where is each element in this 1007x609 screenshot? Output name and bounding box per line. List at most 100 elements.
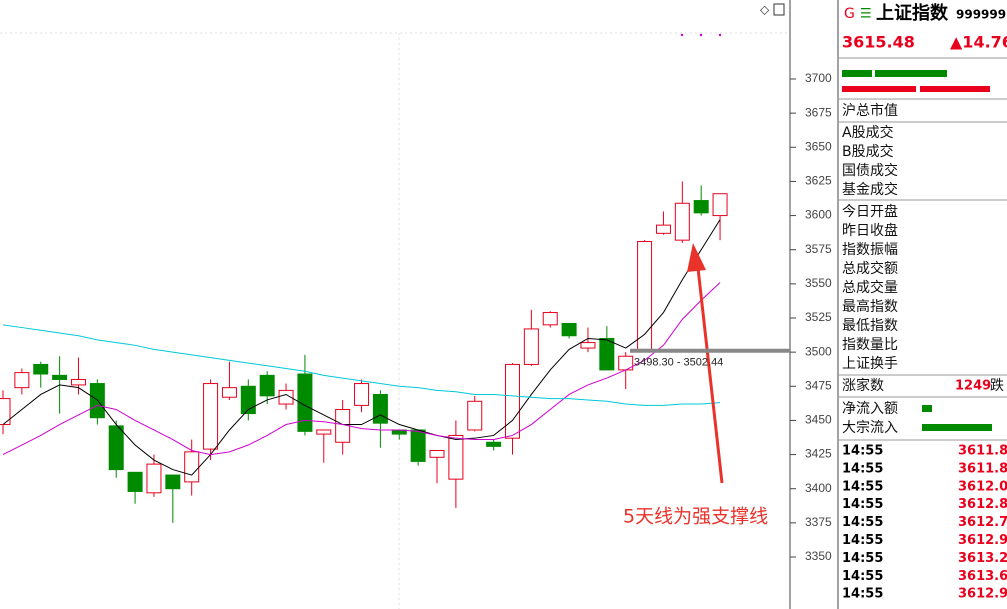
candle-body xyxy=(127,471,143,492)
y-tick-label: 3425 xyxy=(805,447,832,461)
field-label: B股成交 xyxy=(842,143,894,160)
candle-body xyxy=(599,337,615,371)
field-label: 最高指数 xyxy=(842,298,898,315)
candle-body xyxy=(240,385,256,415)
field-label: 指数振幅 xyxy=(842,242,898,258)
y-tick-label: 3675 xyxy=(805,105,832,119)
arrow-head xyxy=(687,243,706,272)
advance-suffix: 跌 xyxy=(990,378,1004,394)
trade-time: 14:55 xyxy=(842,444,883,459)
candle-body xyxy=(693,200,709,214)
bar-indicator xyxy=(875,70,947,77)
candle-body xyxy=(297,373,313,432)
candle-body xyxy=(561,322,577,337)
trade-time: 14:55 xyxy=(842,515,883,530)
advance-value: 1249 xyxy=(955,379,991,394)
flow-bar xyxy=(922,405,932,412)
candle-body xyxy=(655,224,671,234)
candle-body xyxy=(221,387,237,398)
y-tick-label: 3375 xyxy=(805,515,832,529)
candle-body xyxy=(372,393,388,424)
y-tick-label: 3500 xyxy=(805,344,832,358)
y-tick-label: 3450 xyxy=(805,413,832,427)
trade-price: 3613.69 xyxy=(958,569,1007,584)
candle-body xyxy=(486,441,502,447)
candle-body xyxy=(184,451,200,483)
field-label: 昨日收盘 xyxy=(842,222,898,239)
candle-body xyxy=(278,389,294,405)
trade-price: 3612.02 xyxy=(958,479,1007,494)
field-label: 最低指数 xyxy=(842,318,898,334)
trade-price: 3612.92 xyxy=(958,533,1007,548)
trade-price: 3611.85 xyxy=(958,444,1007,459)
trade-price: 3611.86 xyxy=(958,461,1007,476)
candle-body xyxy=(637,241,653,350)
dots xyxy=(680,33,722,37)
candle-body xyxy=(203,383,219,450)
index-name: 上证指数 xyxy=(876,2,949,24)
trade-price: 3612.71 xyxy=(958,515,1007,530)
y-tick-label: 3700 xyxy=(805,71,832,85)
index-code: 999999 xyxy=(956,8,1006,22)
candle-body xyxy=(674,202,690,241)
trade-time: 14:55 xyxy=(842,461,883,476)
candle-body xyxy=(542,312,558,326)
annotation: 5天线为强支撑线 xyxy=(623,506,768,528)
trade-price: 3612.98 xyxy=(958,587,1007,602)
y-tick-label: 3575 xyxy=(805,242,832,256)
bar-indicator xyxy=(842,86,916,92)
candle-body xyxy=(146,463,162,494)
candle-body xyxy=(14,372,30,389)
field-label: 国债成交 xyxy=(842,162,898,179)
field-label: 基金成交 xyxy=(842,181,898,198)
support-label: 3498.30 - 3502.44 xyxy=(634,357,723,369)
moving-average xyxy=(2,219,721,476)
candle-body xyxy=(504,363,520,439)
bar-indicator xyxy=(920,86,990,92)
trade-time: 14:55 xyxy=(842,479,883,494)
y-tick-label: 3650 xyxy=(805,139,832,153)
candle-body xyxy=(712,193,728,217)
candle-body xyxy=(410,429,426,462)
y-tick-label: 3350 xyxy=(805,549,832,563)
flow-label: 大宗流入 xyxy=(842,420,898,436)
candle-body xyxy=(108,425,124,471)
plot xyxy=(0,181,728,523)
trade-price: 3612.82 xyxy=(958,497,1007,512)
flow-label: 净流入额 xyxy=(842,401,898,417)
candle-body xyxy=(354,383,370,406)
panel-icon[interactable]: ☰ xyxy=(860,7,872,22)
trade-time: 14:55 xyxy=(842,569,883,584)
icon-diamond[interactable]: ◇ xyxy=(760,3,770,17)
panel-mark[interactable]: G xyxy=(844,6,855,22)
candle-body xyxy=(448,434,464,480)
candle-body xyxy=(33,363,49,375)
candle-body xyxy=(259,374,275,397)
candle-body xyxy=(523,328,539,365)
field-label: 沪总市值 xyxy=(842,102,898,119)
candle-body xyxy=(316,429,332,435)
price: 3615.48 xyxy=(842,33,915,52)
trade-time: 14:55 xyxy=(842,533,883,548)
field-label: 今日开盘 xyxy=(842,203,898,220)
advance-label: 涨家数 xyxy=(842,377,884,394)
candle-body xyxy=(52,374,68,380)
trade-time: 14:55 xyxy=(842,497,883,512)
moving-average xyxy=(2,282,721,456)
y-tick-label: 3550 xyxy=(805,276,832,290)
candle-body xyxy=(429,449,445,458)
trade-time: 14:55 xyxy=(842,551,883,566)
field-label: A股成交 xyxy=(842,124,894,141)
field-label: 上证换手 xyxy=(842,355,898,372)
y-tick-label: 3625 xyxy=(805,174,832,188)
field-label: 总成交量 xyxy=(842,279,898,296)
candle-body xyxy=(165,474,181,490)
change: ▲14.76 xyxy=(950,33,1007,52)
arrow-shaft xyxy=(696,267,724,484)
field-label: 总成交额 xyxy=(842,260,898,277)
y-tick-label: 3525 xyxy=(805,310,832,324)
candle-body xyxy=(467,400,483,431)
bar-indicator xyxy=(842,70,872,77)
icon-window[interactable] xyxy=(773,3,785,16)
